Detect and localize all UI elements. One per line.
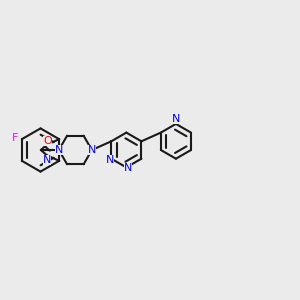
Text: O: O [43, 136, 52, 146]
Text: F: F [12, 133, 18, 143]
Text: N: N [88, 145, 96, 155]
Text: N: N [124, 163, 132, 173]
Text: N: N [55, 145, 63, 155]
Text: N: N [43, 155, 51, 165]
Text: N: N [172, 114, 180, 124]
Text: N: N [106, 154, 114, 165]
